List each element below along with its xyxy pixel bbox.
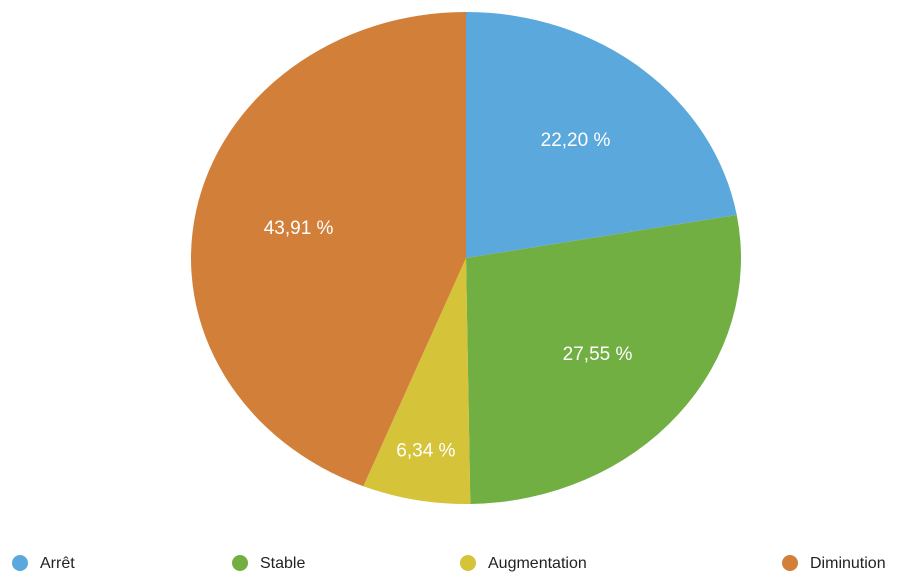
pie-slice: [191, 12, 467, 487]
slice-label: 43,91 %: [264, 218, 334, 239]
legend-label: Diminution: [810, 555, 886, 572]
pie-slice: [466, 214, 741, 504]
slice-label: 27,55 %: [563, 344, 633, 365]
legend-swatch: [782, 555, 798, 571]
legend-label: Augmentation: [488, 555, 587, 572]
pie-slice: [363, 258, 471, 504]
legend-swatch: [232, 555, 248, 571]
legend-swatch: [460, 555, 476, 571]
legend-label: Arrêt: [40, 555, 75, 572]
slice-label: 22,20 %: [541, 130, 611, 151]
legend-swatch: [12, 555, 28, 571]
pie-slice: [466, 12, 737, 258]
slice-label: 6,34 %: [396, 441, 455, 462]
legend-label: Stable: [260, 555, 305, 572]
